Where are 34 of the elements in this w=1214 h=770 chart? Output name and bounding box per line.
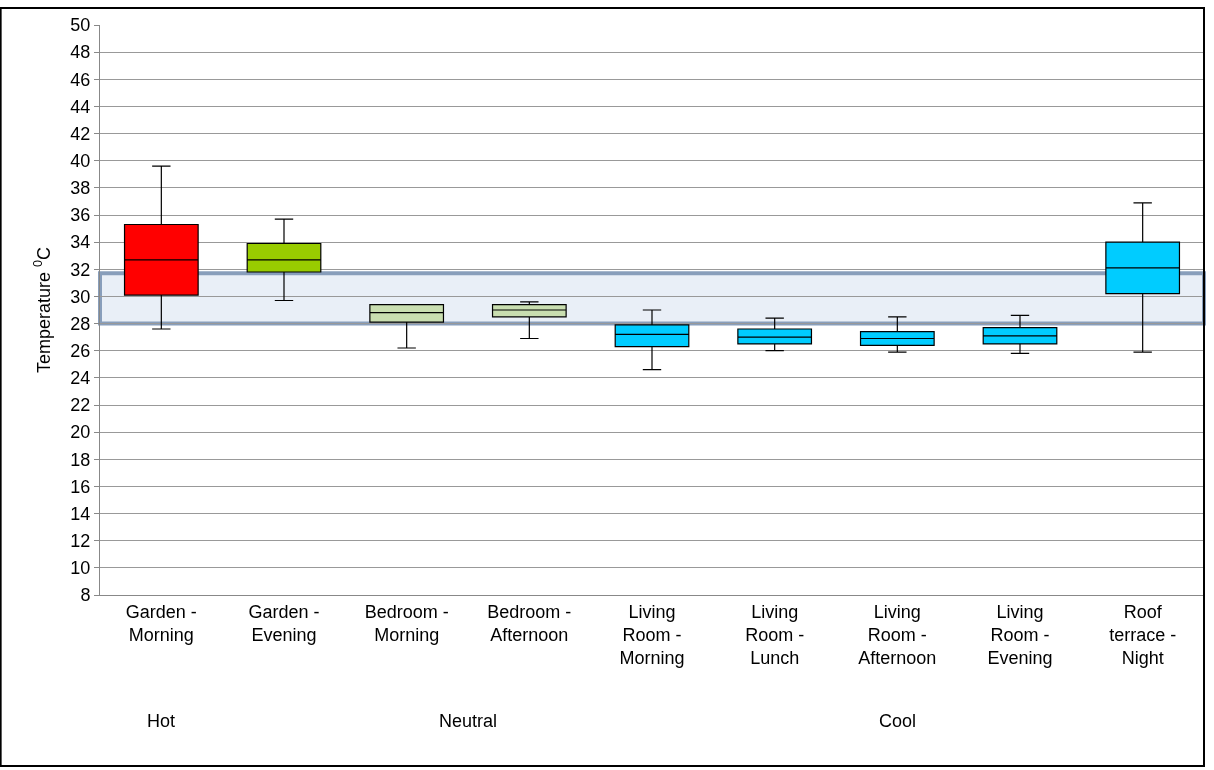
y-tick-label: 30	[70, 286, 91, 307]
y-tick-label: 10	[70, 558, 91, 579]
y-tick-label: 40	[70, 151, 91, 172]
x-tick-label: Roof terrace - Night	[1109, 601, 1177, 669]
y-tick-label: 24	[70, 368, 91, 389]
y-tick-label: 20	[70, 422, 91, 443]
y-tick-label: 36	[70, 205, 91, 226]
y-tick-label: 50	[70, 15, 91, 36]
y-tick-label: 26	[70, 341, 91, 362]
y-tick-label: 14	[70, 503, 91, 524]
text: Hot	[147, 711, 176, 731]
y-tick-label: 34	[70, 232, 91, 253]
x-tick-label: Living Room - Morning	[619, 601, 685, 669]
y-tick-label: 42	[70, 123, 91, 144]
y-tick-label: 32	[70, 259, 91, 280]
y-tick-label: 22	[70, 395, 91, 416]
x-tick-label: Living Room - Evening	[987, 601, 1053, 669]
y-tick-label: 18	[70, 449, 91, 470]
y-tick-label: 38	[70, 178, 91, 199]
x-tick-label: Bedroom - Afternoon	[487, 601, 572, 645]
y-tick-label: 12	[70, 531, 91, 552]
y-tick-label: 8	[80, 585, 91, 606]
y-tick-label: 16	[70, 476, 91, 497]
x-tick-label: Garden - Morning	[125, 601, 197, 645]
x-tick-label: Living Room - Lunch	[745, 601, 805, 669]
y-tick-label: 44	[70, 96, 91, 117]
y-tick-label: 28	[70, 313, 91, 334]
y-tick-label: 46	[70, 69, 91, 90]
x-tick-label: Bedroom - Morning	[364, 601, 449, 645]
text: Cool	[879, 711, 917, 731]
y-tick-label: 48	[70, 42, 91, 63]
x-tick-label: Garden - Evening	[248, 601, 320, 645]
text: Neutral	[439, 711, 498, 731]
x-tick-label: Living Room - Afternoon	[858, 601, 937, 669]
